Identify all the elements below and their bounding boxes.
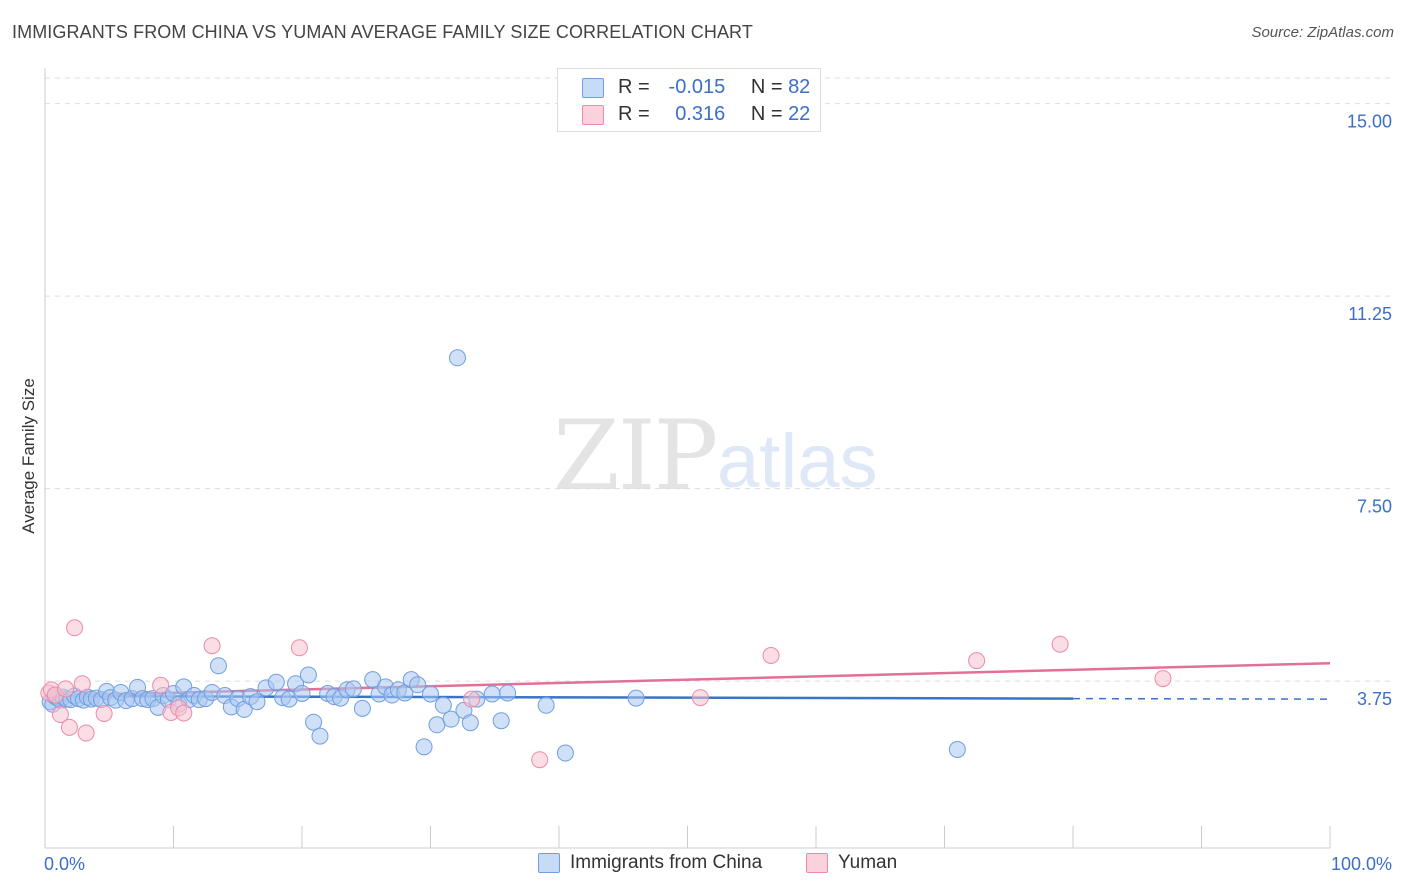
point-china	[556, 744, 574, 762]
point-yuman	[203, 637, 221, 655]
point-china	[434, 696, 452, 714]
point-china	[422, 685, 439, 703]
point-china	[442, 710, 460, 728]
bottom-legend-label-china: Immigrants from China	[570, 852, 763, 873]
chart-title: IMMIGRANTS FROM CHINA VS YUMAN AVERAGE F…	[12, 22, 753, 42]
point-china	[492, 712, 510, 730]
point-yuman	[66, 619, 84, 637]
point-china	[415, 738, 433, 756]
point-yuman	[290, 639, 308, 657]
point-china	[948, 740, 966, 758]
point-china	[299, 666, 317, 684]
bottom-legend-label-yuman: Yuman	[838, 852, 898, 873]
point-yuman	[1154, 670, 1172, 688]
point-china	[448, 349, 466, 367]
legend-row-pink: R = 0.316 N = 22	[582, 102, 810, 126]
point-yuman	[77, 724, 95, 742]
point-china	[428, 716, 446, 734]
point-yuman	[531, 751, 549, 769]
legend-r-value-pink: 0.316	[675, 103, 726, 125]
point-china	[499, 684, 517, 702]
point-china	[461, 714, 479, 732]
axes	[44, 68, 1331, 849]
point-yuman	[73, 675, 91, 693]
y-tick-label: 7.50	[1357, 497, 1392, 517]
point-yuman	[762, 647, 780, 664]
bottom-legend-swatch-pink	[806, 852, 828, 873]
legend-n-value-pink: 22	[788, 103, 811, 125]
data-points	[40, 349, 1172, 769]
point-yuman	[51, 706, 69, 724]
axis-labels: 3.75 7.50 11.25 15.00 0.0% 100.0% Average Fami…	[19, 112, 1392, 874]
bottom-legend-yuman: Yuman	[806, 852, 897, 874]
point-china	[305, 713, 323, 731]
point-yuman	[691, 689, 709, 707]
point-china	[267, 673, 285, 691]
point-china	[537, 696, 555, 714]
point-china	[483, 685, 501, 703]
y-axis-title: Average Family Size	[19, 378, 38, 534]
point-china	[353, 699, 371, 717]
legend-n-label: N =	[750, 76, 783, 98]
legend-r-label: R =	[618, 103, 650, 125]
legend-row-blue: R = -0.015 N = 82	[582, 75, 810, 99]
x-tick-label-max: 100.0%	[1331, 854, 1392, 874]
trendline-china-extension	[1072, 697, 1331, 700]
point-yuman	[95, 705, 113, 723]
legend-swatch-blue	[582, 77, 604, 98]
bottom-legend-china: Immigrants from China	[538, 852, 762, 874]
legend-r-label: R =	[618, 76, 650, 98]
point-yuman	[60, 718, 78, 736]
y-tick-label: 11.25	[1348, 304, 1392, 324]
source-label: Source: ZipAtlas.com	[1251, 24, 1394, 41]
point-china	[409, 676, 427, 694]
point-china	[209, 657, 227, 675]
y-tick-label: 3.75	[1357, 689, 1392, 709]
point-yuman	[152, 676, 170, 694]
point-yuman	[1051, 635, 1069, 653]
point-yuman	[175, 704, 193, 722]
legend-r-value-blue: -0.015	[668, 76, 726, 98]
point-yuman	[968, 652, 986, 670]
legend: R = -0.015 N = 82 R = 0.316 N = 22	[557, 68, 821, 132]
legend-n-value-blue: 82	[788, 76, 811, 98]
legend-swatch-pink	[582, 104, 604, 125]
y-tick-label: 15.00	[1347, 112, 1392, 132]
point-china	[293, 684, 311, 702]
watermark-atlas: atlas	[717, 419, 878, 504]
bottom-legend-swatch-blue	[538, 852, 560, 873]
point-yuman	[463, 690, 481, 708]
point-china	[311, 727, 329, 745]
grid-lines	[45, 77, 1392, 682]
point-china	[364, 671, 382, 689]
x-tick-label-min: 0.0%	[44, 854, 85, 874]
point-china	[248, 693, 266, 711]
legend-n-label: N =	[750, 103, 783, 125]
point-yuman	[57, 680, 75, 698]
point-china	[627, 689, 645, 707]
watermark-zip: ZIP	[553, 400, 718, 512]
point-china	[344, 680, 362, 698]
